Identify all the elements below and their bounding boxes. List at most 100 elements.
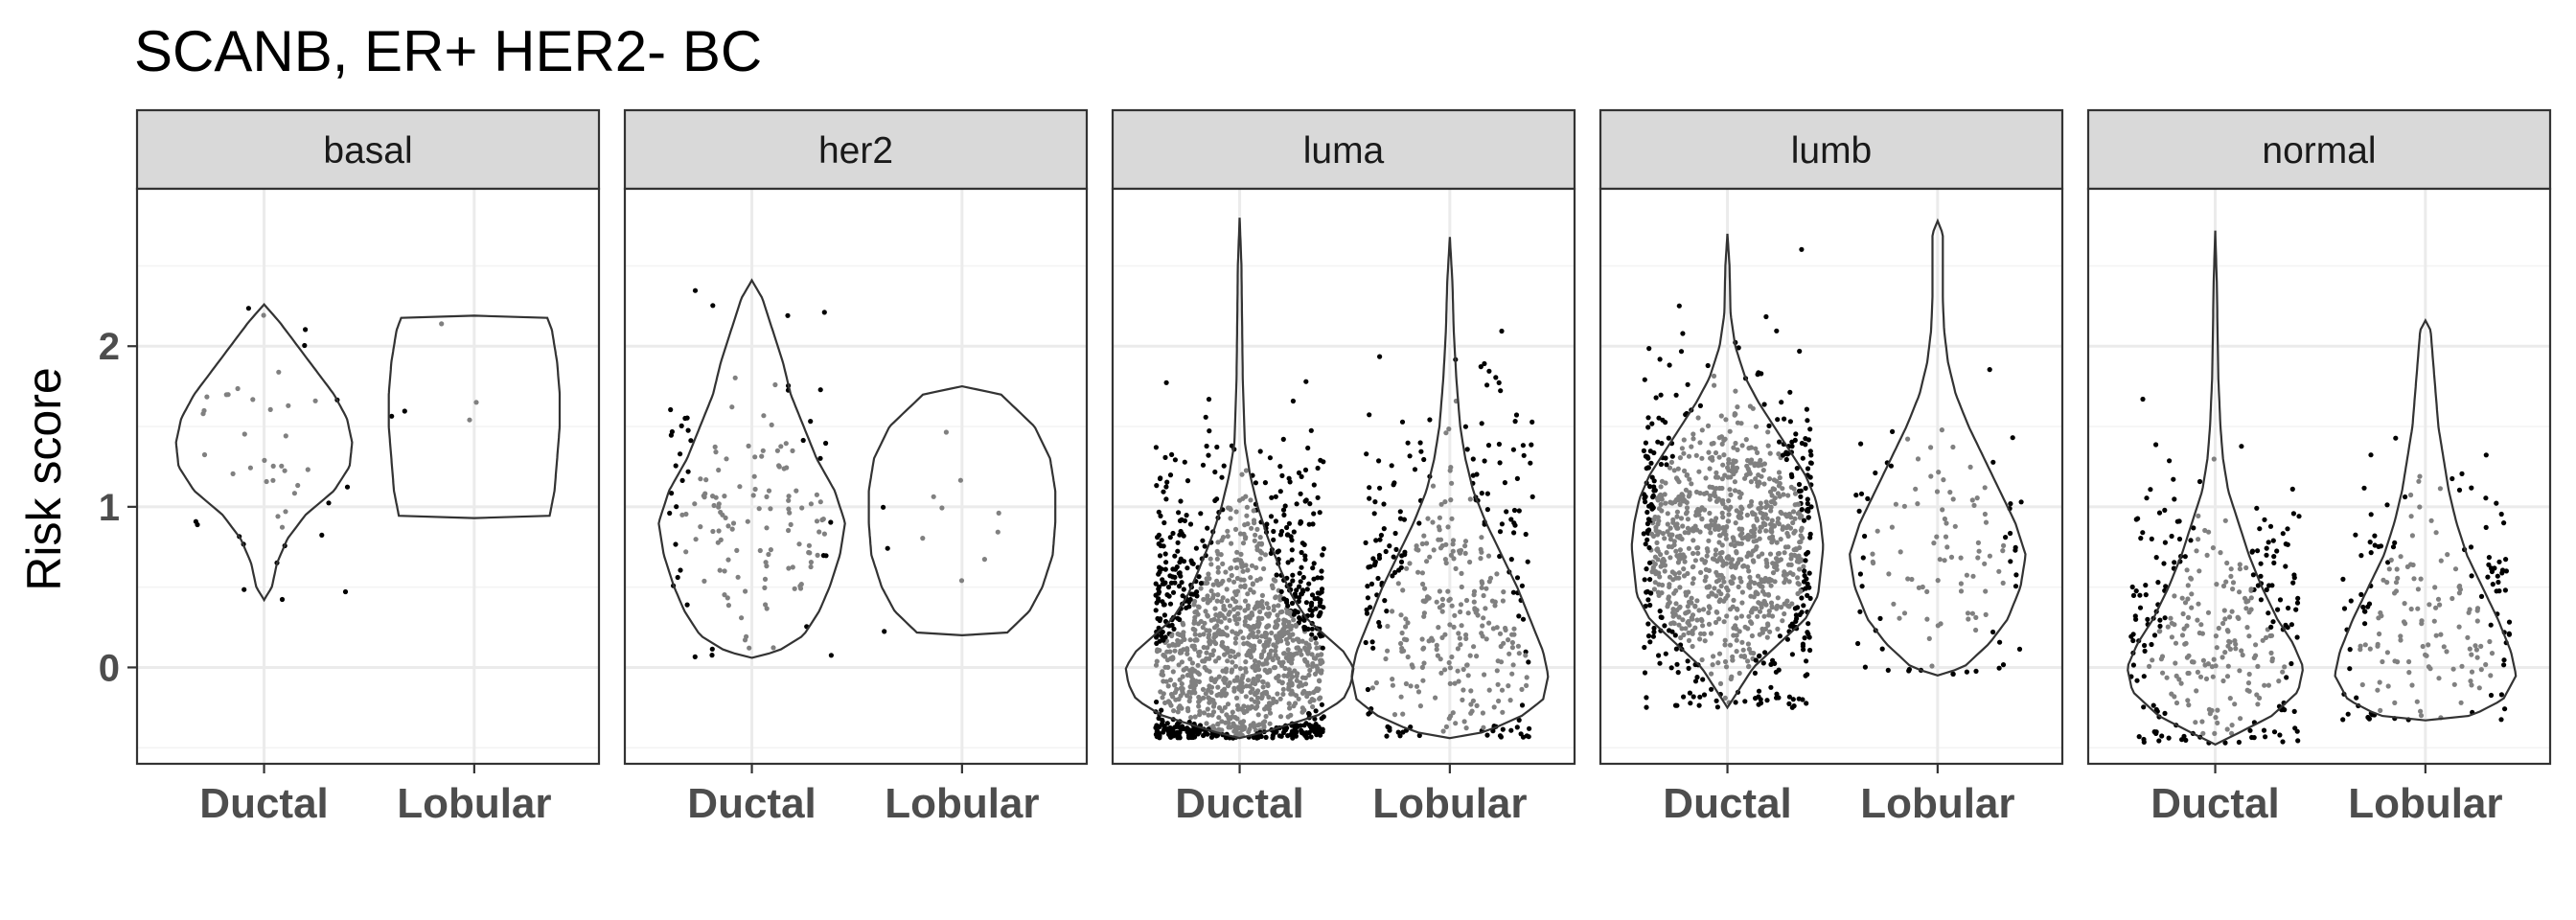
data-point <box>2282 664 2288 670</box>
data-point <box>1657 660 1663 666</box>
data-point <box>1997 639 2003 645</box>
data-point <box>2191 525 2196 531</box>
data-point <box>1680 617 1686 623</box>
data-point <box>1975 540 1981 546</box>
data-point <box>1179 531 1184 537</box>
data-point <box>1254 695 1261 701</box>
data-point <box>1736 670 1742 677</box>
data-point <box>683 549 689 555</box>
data-point <box>1271 528 1276 535</box>
data-point <box>1757 528 1762 535</box>
data-point <box>1498 659 1505 665</box>
data-point <box>2213 663 2219 669</box>
data-point <box>1167 725 1173 731</box>
data-point <box>1227 610 1232 615</box>
data-point <box>717 567 723 573</box>
data-point <box>1790 519 1796 526</box>
data-point <box>1296 470 1302 475</box>
data-point <box>1291 723 1297 729</box>
data-point <box>1644 589 1649 595</box>
data-point <box>279 596 286 603</box>
data-point <box>1674 661 1680 667</box>
data-point <box>1320 659 1325 665</box>
data-point <box>2402 601 2407 607</box>
data-point <box>1798 527 1804 534</box>
data-point <box>1221 689 1227 695</box>
data-point <box>1751 533 1757 540</box>
data-point <box>2255 548 2261 554</box>
data-point <box>1651 484 1657 490</box>
data-point <box>2472 643 2478 649</box>
data-point <box>1459 570 1464 577</box>
data-point <box>1198 581 1204 586</box>
data-point <box>2476 685 2482 691</box>
data-point <box>1746 568 1752 574</box>
data-point <box>735 574 741 580</box>
data-point <box>1524 675 1530 680</box>
data-point <box>1803 673 1808 678</box>
data-point <box>1670 613 1676 619</box>
data-point <box>724 456 729 462</box>
data-point <box>1707 605 1713 611</box>
data-point <box>242 431 247 437</box>
data-point <box>1769 613 1776 619</box>
data-point <box>1857 609 1863 614</box>
data-point <box>1169 656 1175 662</box>
data-point <box>1299 473 1304 479</box>
data-point <box>763 602 769 608</box>
data-point <box>2468 678 2473 684</box>
data-point <box>1718 583 1724 589</box>
data-point <box>1642 377 1647 382</box>
data-point <box>1763 528 1769 534</box>
data-point <box>1164 657 1171 663</box>
data-point <box>2000 662 2007 668</box>
data-point <box>1302 498 1308 504</box>
data-point <box>1792 491 1799 496</box>
data-point <box>1310 521 1316 527</box>
data-point <box>783 441 789 447</box>
data-point <box>1648 460 1654 466</box>
panel-background <box>2088 189 2550 764</box>
data-point <box>1243 468 1249 473</box>
data-point <box>1455 668 1460 674</box>
data-point <box>1225 534 1230 540</box>
data-point <box>1481 592 1486 599</box>
data-point <box>1153 608 1159 613</box>
data-point <box>1687 476 1692 482</box>
data-point <box>797 586 804 591</box>
data-point <box>1306 729 1312 736</box>
data-point <box>1250 686 1255 692</box>
data-point <box>312 398 318 403</box>
data-point <box>2478 667 2484 673</box>
data-point <box>1739 506 1745 512</box>
facet-strip-label: lumb <box>1791 130 1873 172</box>
data-point <box>1659 508 1665 514</box>
data-point <box>1453 721 1459 726</box>
data-point <box>1244 513 1250 518</box>
data-point <box>1451 624 1457 631</box>
data-point <box>1255 678 1261 683</box>
data-point <box>2248 586 2254 592</box>
data-point <box>1715 474 1721 480</box>
data-point <box>1687 690 1692 696</box>
data-point <box>2142 648 2148 655</box>
data-point <box>1470 698 1476 703</box>
data-point <box>1296 696 1301 702</box>
data-point <box>1671 590 1677 596</box>
data-point <box>1214 444 1220 450</box>
data-point <box>2503 557 2509 563</box>
data-point <box>1175 724 1182 730</box>
data-point <box>1176 584 1183 589</box>
data-point <box>1447 622 1453 628</box>
data-point <box>1777 439 1782 445</box>
data-point <box>1207 428 1212 434</box>
data-point <box>1510 589 1516 595</box>
data-point <box>1688 701 1693 706</box>
data-point <box>1288 670 1294 676</box>
data-point <box>817 499 823 505</box>
data-point <box>1692 523 1698 529</box>
data-point <box>2345 711 2351 717</box>
data-point <box>1310 565 1316 571</box>
data-point <box>2288 622 2294 628</box>
data-point <box>2188 538 2194 543</box>
